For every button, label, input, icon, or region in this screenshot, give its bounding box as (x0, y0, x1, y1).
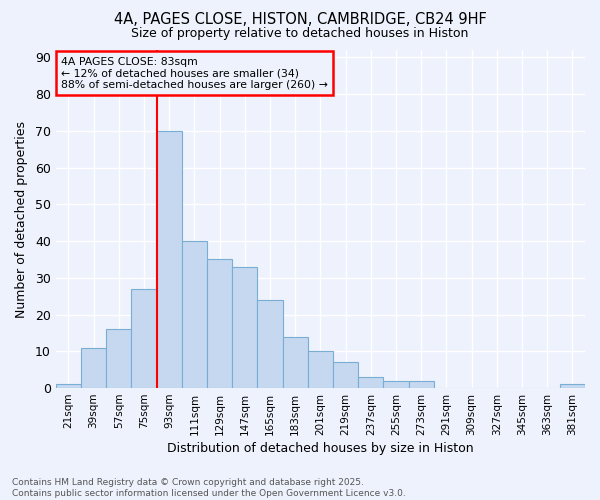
X-axis label: Distribution of detached houses by size in Histon: Distribution of detached houses by size … (167, 442, 474, 455)
Bar (81, 348, 106, 388)
Bar (106, 330, 131, 388)
Bar (131, 289, 157, 388)
Bar (182, 241, 207, 388)
Bar (409, 380, 434, 388)
Bar (157, 131, 182, 388)
Text: Size of property relative to detached houses in Histon: Size of property relative to detached ho… (131, 28, 469, 40)
Bar (383, 380, 409, 388)
Bar (358, 377, 383, 388)
Bar (257, 300, 283, 388)
Y-axis label: Number of detached properties: Number of detached properties (15, 120, 28, 318)
Bar (283, 336, 308, 388)
Bar (333, 362, 358, 388)
Text: Contains HM Land Registry data © Crown copyright and database right 2025.
Contai: Contains HM Land Registry data © Crown c… (12, 478, 406, 498)
Bar (56, 384, 81, 388)
Text: 4A, PAGES CLOSE, HISTON, CAMBRIDGE, CB24 9HF: 4A, PAGES CLOSE, HISTON, CAMBRIDGE, CB24… (113, 12, 487, 28)
Bar (308, 352, 333, 388)
Bar (207, 260, 232, 388)
Text: 4A PAGES CLOSE: 83sqm
← 12% of detached houses are smaller (34)
88% of semi-deta: 4A PAGES CLOSE: 83sqm ← 12% of detached … (61, 57, 328, 90)
Bar (560, 384, 585, 388)
Bar (232, 267, 257, 388)
